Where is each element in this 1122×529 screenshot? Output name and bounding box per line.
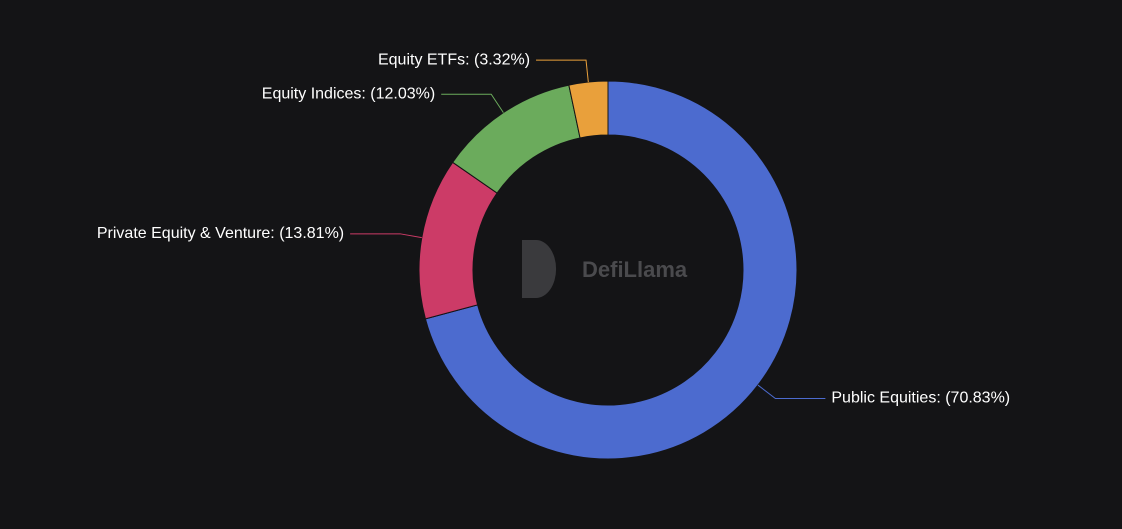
- donut-slice: [424, 80, 798, 460]
- slice-label: Private Equity & Venture: (13.81%): [97, 225, 344, 242]
- donut-slice: [418, 161, 498, 320]
- donut-slice: [568, 80, 609, 139]
- watermark-logo: [522, 240, 557, 298]
- leader-line: [441, 93, 504, 113]
- slice-label: Equity ETFs: (3.32%): [378, 51, 530, 68]
- slice-label: Equity Indices: (12.03%): [262, 85, 435, 102]
- slice-label: Public Equities: (70.83%): [831, 390, 1010, 407]
- leader-line: [536, 59, 589, 83]
- watermark-text: DefiLlama: [582, 257, 688, 282]
- leader-line: [350, 233, 422, 239]
- leader-line: [757, 384, 826, 399]
- watermark: DefiLlama: [522, 240, 688, 298]
